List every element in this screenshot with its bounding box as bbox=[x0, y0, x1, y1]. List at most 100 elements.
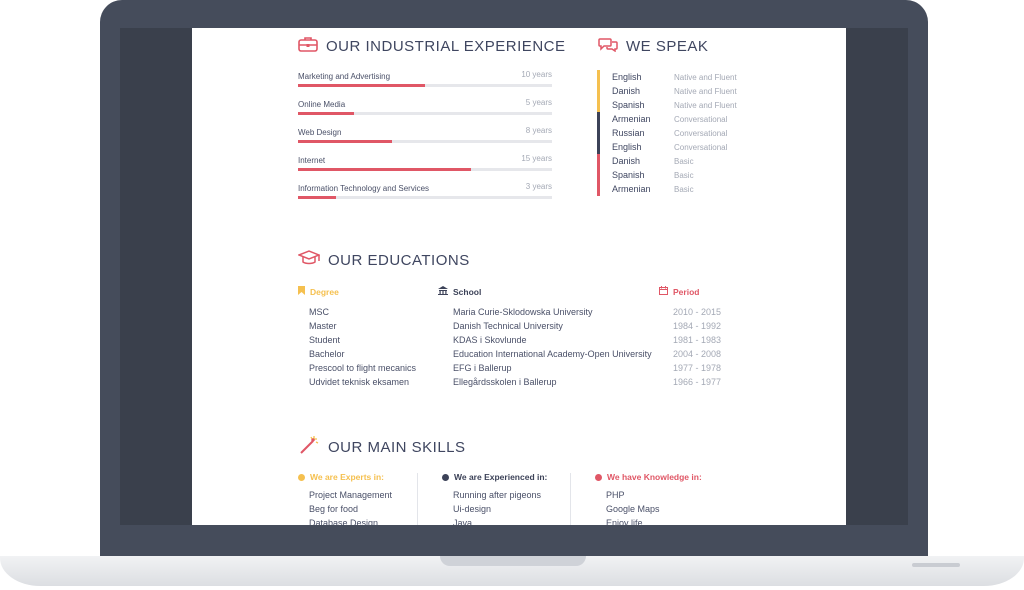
language-level-bar bbox=[597, 182, 600, 196]
language-item: Russian Conversational bbox=[597, 126, 737, 140]
experience-item: Information Technology and Services 3 yea… bbox=[298, 182, 552, 212]
language-level-bar bbox=[597, 168, 600, 182]
school-item: EFG i Ballerup bbox=[453, 363, 512, 373]
experts-list: Project Management Beg for food Database D… bbox=[309, 488, 392, 525]
language-level-bar bbox=[597, 126, 600, 140]
magic-wand-icon bbox=[298, 434, 320, 460]
experience-progress-track bbox=[298, 196, 552, 199]
degree-header: Degree bbox=[298, 286, 339, 297]
experience-years: 10 years bbox=[521, 70, 552, 79]
language-level: Conversational bbox=[674, 142, 728, 152]
language-level-bar bbox=[597, 70, 600, 84]
language-name: Armenian bbox=[612, 184, 651, 194]
language-level: Basic bbox=[674, 170, 694, 180]
graduation-cap-icon bbox=[296, 250, 322, 270]
experts-label: We are Experts in: bbox=[310, 472, 385, 482]
school-item: Education International Academy-Open Uni… bbox=[453, 349, 652, 359]
experience-progress-track bbox=[298, 140, 552, 143]
skill-item: Beg for food bbox=[309, 504, 359, 514]
experience-item: Online Media 5 years bbox=[298, 98, 552, 128]
experts-header: We are Experts in: bbox=[298, 472, 384, 482]
skill-item: PHP bbox=[606, 490, 625, 500]
experience-years: 3 years bbox=[525, 182, 552, 191]
experience-progress-track bbox=[298, 112, 552, 115]
education-heading: OUR EDUCATIONS bbox=[296, 250, 470, 270]
experience-years: 8 years bbox=[525, 126, 552, 135]
language-level: Basic bbox=[674, 156, 694, 166]
period-column: 2010 - 2015 1984 - 1992 1981 - 1983 2004 - … bbox=[673, 305, 721, 389]
skill-item: Enjoy life bbox=[606, 518, 643, 525]
laptop-slot bbox=[912, 563, 960, 567]
skill-item: Running after pigeons bbox=[453, 490, 542, 500]
language-name: Danish bbox=[612, 156, 641, 166]
experience-label: Online Media bbox=[298, 100, 346, 109]
degree-item: Master bbox=[309, 321, 337, 331]
experience-years: 15 years bbox=[521, 154, 552, 163]
period-item: 1981 - 1983 bbox=[673, 335, 722, 345]
language-level-bar bbox=[597, 140, 600, 154]
language-level: Conversational bbox=[674, 128, 728, 138]
language-level-bar bbox=[597, 112, 600, 126]
laptop-screen: OUR INDUSTRIAL EXPERIENCE Marketing and … bbox=[120, 28, 908, 525]
degree-item: Bachelor bbox=[309, 349, 345, 359]
period-item: 1984 - 1992 bbox=[673, 321, 722, 331]
briefcase-icon bbox=[298, 36, 318, 56]
languages-heading: WE SPEAK bbox=[598, 36, 708, 56]
experience-progress-fill bbox=[298, 84, 425, 87]
language-name: Danish bbox=[612, 86, 641, 96]
school-item: KDAS i Skovlunde bbox=[453, 335, 527, 345]
column-divider bbox=[570, 473, 571, 525]
experience-label: Internet bbox=[298, 156, 326, 165]
skill-item: Java bbox=[453, 518, 473, 525]
yellow-dot-icon bbox=[298, 473, 305, 481]
experience-progress-fill bbox=[298, 112, 354, 115]
skill-item: Project Management bbox=[309, 490, 393, 500]
language-name: Russian bbox=[612, 128, 645, 138]
language-level-bar bbox=[597, 84, 600, 98]
experience-item: Internet 15 years bbox=[298, 154, 552, 184]
language-name: English bbox=[612, 72, 642, 82]
experience-progress-fill bbox=[298, 140, 392, 143]
languages-title: WE SPEAK bbox=[626, 37, 709, 55]
language-item: Danish Native and Fluent bbox=[597, 84, 737, 98]
school-column: Maria Curie-Sklodowska University Danish … bbox=[453, 305, 652, 389]
language-level: Basic bbox=[674, 184, 694, 194]
language-item: Armenian Conversational bbox=[597, 112, 737, 126]
bookmark-icon bbox=[298, 286, 305, 297]
red-dot-icon bbox=[595, 473, 602, 481]
language-level: Native and Fluent bbox=[674, 100, 737, 110]
education-title: OUR EDUCATIONS bbox=[328, 251, 470, 269]
languages-list: English Native and Fluent Danish Native and… bbox=[597, 70, 737, 196]
period-header: Period bbox=[659, 286, 699, 297]
experience-heading: OUR INDUSTRIAL EXPERIENCE bbox=[298, 36, 566, 56]
language-item: English Native and Fluent bbox=[597, 70, 737, 84]
degree-header-label: Degree bbox=[310, 286, 339, 297]
experience-progress-fill bbox=[298, 196, 337, 199]
skill-item: Ui-design bbox=[453, 504, 492, 514]
skill-item: Database Design bbox=[309, 518, 379, 525]
degree-item: Student bbox=[309, 335, 341, 345]
experience-years: 5 years bbox=[525, 98, 552, 107]
language-name: Spanish bbox=[612, 100, 645, 110]
column-divider bbox=[417, 473, 418, 525]
language-level-bar bbox=[597, 98, 600, 112]
language-item: Danish Basic bbox=[597, 154, 737, 168]
language-item: Armenian Basic bbox=[597, 182, 737, 196]
navy-dot-icon bbox=[442, 473, 449, 481]
laptop-notch bbox=[440, 556, 586, 566]
degree-item: Prescool to flight mecanics bbox=[309, 363, 417, 373]
school-header: School bbox=[438, 286, 481, 297]
knowledge-header: We have Knowledge in: bbox=[595, 472, 702, 482]
knowledge-list: PHP Google Maps Enjoy life bbox=[606, 488, 660, 525]
language-level: Native and Fluent bbox=[674, 72, 737, 82]
school-item: Danish Technical University bbox=[453, 321, 563, 331]
knowledge-label: We have Knowledge in: bbox=[607, 472, 702, 482]
experience-list: Marketing and Advertising 10 years Online … bbox=[298, 70, 552, 212]
resume-page[interactable]: OUR INDUSTRIAL EXPERIENCE Marketing and … bbox=[192, 28, 846, 525]
language-level: Conversational bbox=[674, 114, 728, 124]
skills-heading: OUR MAIN SKILLS bbox=[298, 434, 466, 460]
period-item: 2004 - 2008 bbox=[673, 349, 722, 359]
skill-item: Google Maps bbox=[606, 504, 660, 514]
experienced-header: We are Experienced in: bbox=[442, 472, 547, 482]
language-item: English Conversational bbox=[597, 140, 737, 154]
